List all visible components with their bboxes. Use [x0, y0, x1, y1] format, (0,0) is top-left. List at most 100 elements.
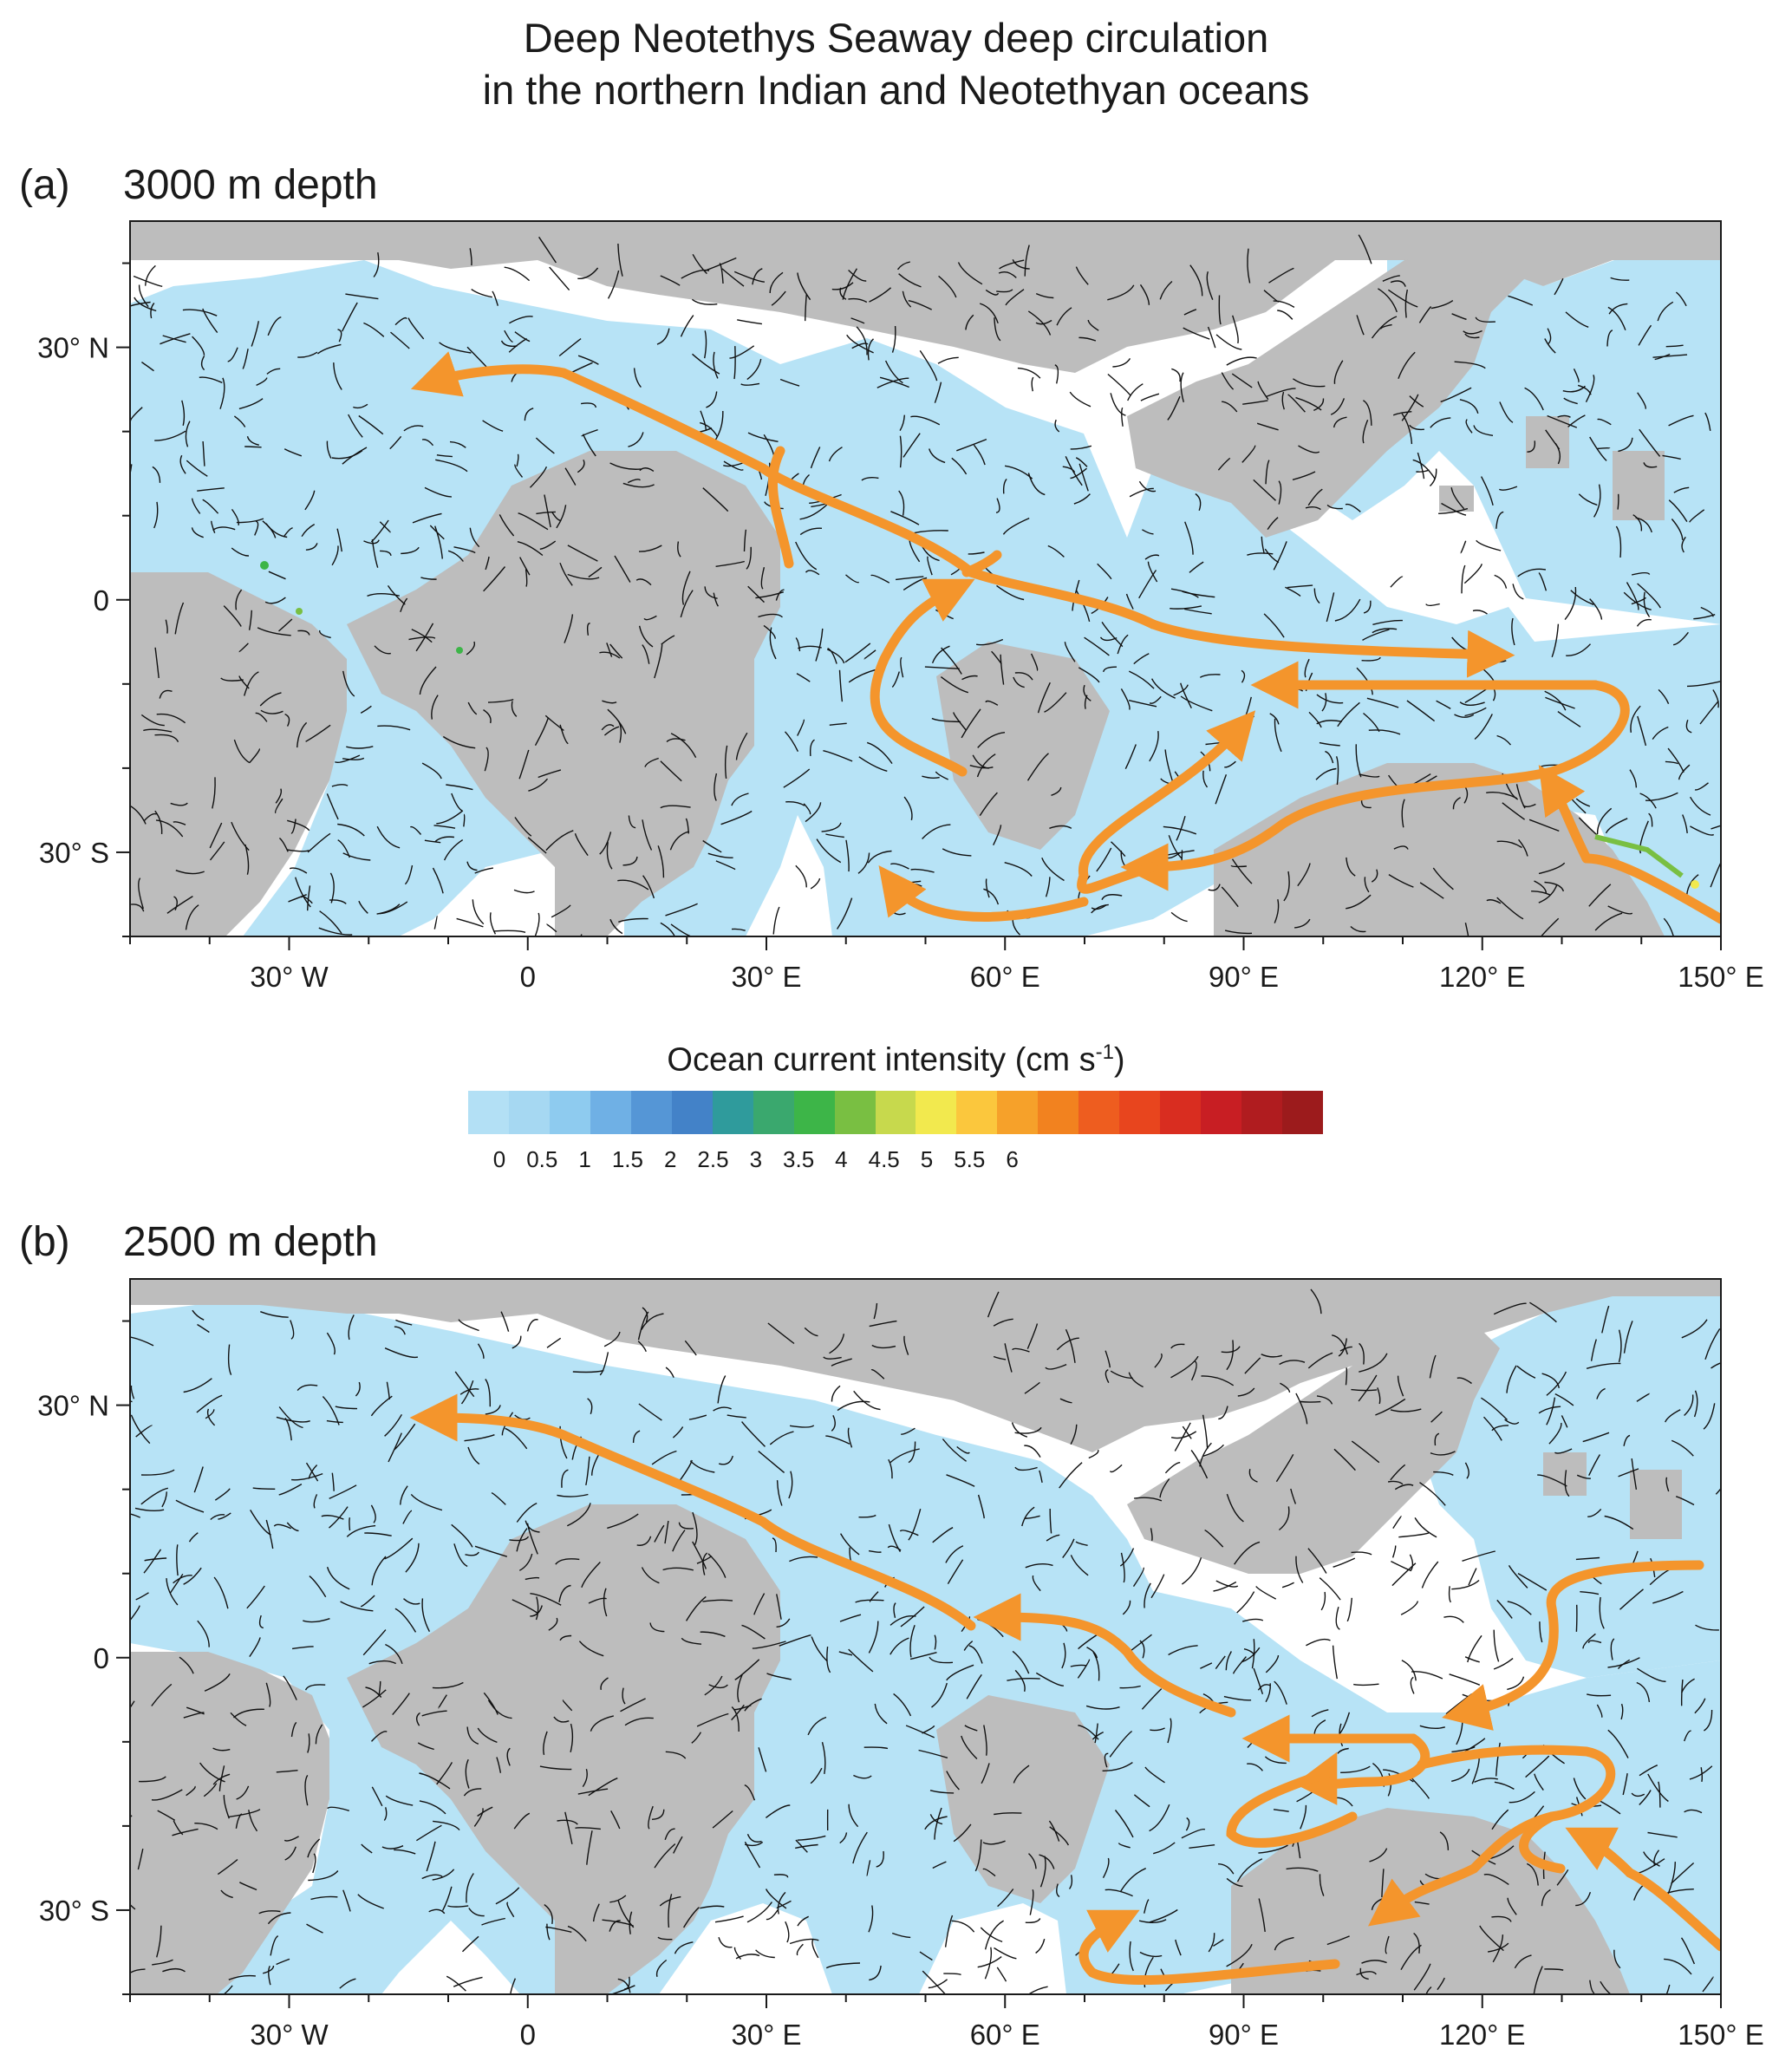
streamline: [905, 1725, 935, 1739]
streamline: [210, 1514, 225, 1521]
streamline: [518, 749, 530, 780]
streamline: [287, 819, 310, 832]
colorbar-tick-label: 4.5: [868, 1146, 900, 1172]
streamline: [289, 867, 308, 874]
streamline: [1218, 1863, 1235, 1875]
streamline: [1412, 459, 1436, 479]
colorbar-tick-label: 1.5: [611, 1146, 643, 1172]
streamline: [692, 1511, 698, 1546]
streamline: [1107, 284, 1135, 301]
streamline: [673, 1836, 683, 1854]
streamline: [1091, 904, 1107, 910]
colorbar-tick-label: 2.5: [697, 1146, 729, 1172]
streamline: [1684, 1730, 1691, 1742]
streamline: [1566, 643, 1592, 656]
streamline: [796, 673, 811, 682]
streamline: [1607, 905, 1633, 915]
streamline: [938, 275, 957, 298]
streamline: [251, 321, 259, 347]
streamline: [1639, 1790, 1652, 1805]
streamline: [1392, 411, 1412, 416]
streamline: [1599, 1596, 1605, 1629]
streamline: [845, 839, 850, 872]
streamline: [424, 486, 452, 498]
streamline: [1182, 1425, 1192, 1439]
streamline: [617, 243, 623, 277]
streamline: [1231, 373, 1253, 388]
streamline: [821, 1742, 826, 1775]
streamline: [307, 832, 331, 853]
streamline: [495, 1887, 520, 1905]
streamline: [856, 326, 868, 356]
streamline: [1117, 634, 1129, 655]
streamline: [545, 923, 557, 933]
streamline: [1087, 319, 1099, 331]
streamline: [249, 747, 260, 764]
streamline: [173, 821, 186, 825]
streamline: [1073, 493, 1091, 505]
streamline: [733, 1705, 752, 1711]
streamline: [205, 1409, 215, 1419]
streamline: [1358, 1374, 1378, 1402]
streamline: [723, 460, 744, 471]
streamline: [1175, 1939, 1182, 1956]
streamline: [258, 1910, 281, 1915]
streamline: [211, 520, 216, 533]
streamline: [825, 1435, 850, 1445]
streamline: [556, 505, 567, 529]
streamline: [1461, 564, 1466, 594]
streamline: [1631, 571, 1651, 576]
streamline: [535, 437, 555, 454]
streamline: [326, 1332, 336, 1355]
streamline: [212, 1747, 231, 1752]
streamline: [839, 1533, 860, 1556]
streamline: [1213, 1939, 1224, 1947]
streamline: [567, 1925, 587, 1942]
streamline: [1440, 387, 1472, 402]
streamline: [908, 1441, 916, 1464]
streamline: [1675, 1496, 1695, 1506]
streamline: [559, 562, 573, 586]
streamline: [737, 1674, 743, 1703]
streamline: [876, 377, 909, 388]
streamline: [1268, 267, 1294, 284]
streamline: [1712, 689, 1719, 708]
streamline: [1605, 818, 1628, 834]
streamline: [1298, 445, 1320, 453]
streamline: [888, 1523, 901, 1552]
streamline: [1025, 1562, 1053, 1569]
streamline: [1012, 919, 1020, 936]
streamline: [1234, 1541, 1261, 1565]
colorbar-swatch: [793, 1091, 835, 1134]
streamline: [1332, 1645, 1338, 1680]
streamline: [599, 832, 612, 855]
streamline: [1346, 894, 1372, 910]
streamline: [458, 1319, 479, 1332]
streamline: [267, 316, 282, 336]
streamline: [138, 1776, 166, 1783]
streamline: [769, 1431, 794, 1445]
streamline: [1648, 812, 1653, 827]
streamline: [1221, 886, 1239, 908]
streamline: [276, 1416, 310, 1423]
streamline: [166, 1578, 179, 1606]
streamline: [1363, 712, 1380, 733]
streamline: [447, 1905, 469, 1908]
streamline: [1557, 711, 1581, 727]
streamline: [485, 1405, 501, 1415]
streamline: [1340, 1765, 1371, 1773]
streamline: [412, 512, 442, 524]
streamline: [1144, 554, 1160, 560]
streamline: [1547, 328, 1552, 345]
streamline: [1390, 576, 1404, 588]
streamline: [972, 754, 989, 769]
streamline: [403, 425, 424, 432]
streamline: [1686, 874, 1699, 895]
streamline: [166, 896, 193, 914]
streamline: [1681, 536, 1686, 553]
streamline: [672, 1426, 684, 1438]
streamline: [1027, 473, 1046, 496]
streamline: [368, 1660, 397, 1665]
x-tick-label: 120° E: [1439, 961, 1525, 993]
streamline: [273, 1523, 291, 1530]
